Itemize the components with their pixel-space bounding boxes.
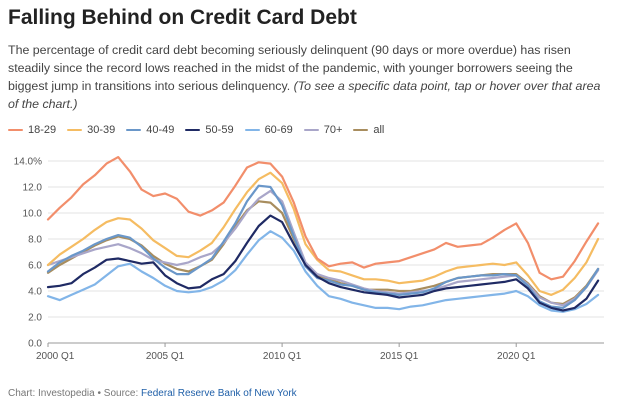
y-tick-label: 10.0 (23, 209, 43, 220)
legend-label: 30-39 (87, 124, 116, 136)
legend-swatch (185, 128, 201, 132)
description-text: The percentage of credit card debt becom… (8, 43, 573, 93)
legend-item[interactable]: 70+ (303, 124, 343, 136)
x-tick-label: 2015 Q1 (380, 351, 419, 362)
legend-label: 40-49 (146, 124, 175, 136)
legend-item[interactable]: all (353, 124, 384, 136)
legend-item[interactable]: 50-59 (185, 124, 234, 136)
legend-label: 18-29 (28, 124, 57, 136)
legend-swatch (353, 128, 369, 132)
series-line-18-29[interactable] (46, 156, 600, 281)
y-tick-label: 14.0% (14, 157, 42, 168)
line-chart[interactable]: 0.0 2.0 4.0 6.0 8.0 10.0 12.0 14.0% 2000 Q1 2005 … (0, 140, 618, 375)
legend-swatch (67, 128, 83, 132)
series-line-all[interactable] (46, 200, 600, 306)
series-line-70[interactable] (46, 189, 600, 307)
x-tick-label: 2005 Q1 (146, 351, 185, 362)
legend-swatch (244, 128, 260, 132)
y-tick-label: 12.0 (23, 183, 43, 194)
y-tick-label: 8.0 (28, 235, 42, 246)
chart-description: The percentage of credit card debt becom… (8, 41, 610, 113)
legend-swatch (8, 128, 23, 132)
legend-item[interactable]: 60-69 (244, 124, 293, 136)
legend-label: 50-59 (205, 124, 234, 136)
interaction-note: (To see a specific data point, tap or ho… (8, 79, 601, 111)
series-line-50-59[interactable] (46, 214, 600, 312)
series-line-60-69[interactable] (46, 230, 600, 313)
legend-swatch (126, 128, 142, 132)
footer-credit: Chart: Investopedia • Source: (8, 388, 142, 399)
chart-title: Falling Behind on Credit Card Debt (8, 6, 357, 29)
source-link[interactable]: Federal Reserve Bank of New York (141, 388, 297, 399)
legend-label: 70+ (323, 124, 343, 136)
legend: 18-29 30-39 40-49 50-59 60-69 70+ all (8, 124, 395, 136)
legend-label: all (373, 124, 385, 136)
legend-item[interactable]: 30-39 (67, 124, 115, 136)
y-tick-label: 2.0 (28, 313, 42, 324)
x-tick-label: 2000 Q1 (36, 351, 75, 362)
y-tick-label: 0.0 (28, 339, 42, 350)
legend-item[interactable]: 40-49 (126, 124, 174, 136)
x-tick-label: 2020 Q1 (497, 351, 536, 362)
legend-swatch (303, 128, 319, 132)
y-tick-label: 6.0 (28, 261, 42, 272)
legend-item[interactable]: 18-29 (8, 124, 56, 136)
y-tick-label: 4.0 (28, 287, 42, 298)
series-line-30-39[interactable] (46, 171, 600, 296)
legend-label: 60-69 (264, 124, 293, 136)
x-tick-label: 2010 Q1 (263, 351, 302, 362)
chart-footer: Chart: Investopedia • Source: Federal Re… (8, 388, 297, 399)
